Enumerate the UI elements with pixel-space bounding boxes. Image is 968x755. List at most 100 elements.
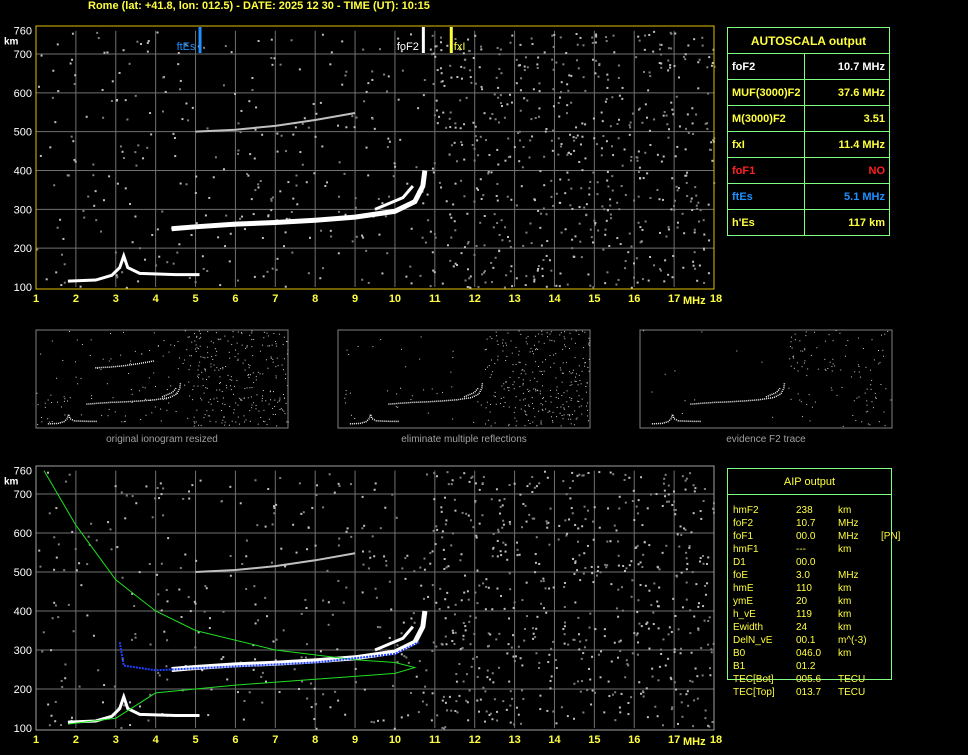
noise-point bbox=[179, 567, 182, 570]
y-tick-label: 600 bbox=[14, 528, 32, 540]
noise-point bbox=[488, 153, 491, 156]
noise-point bbox=[606, 171, 609, 174]
noise-point bbox=[397, 98, 400, 101]
noise-point bbox=[587, 471, 590, 474]
noise-point bbox=[701, 555, 704, 558]
noise-point bbox=[647, 89, 650, 92]
noise-point bbox=[440, 41, 443, 44]
autoscala-label: MUF(3000)F2 bbox=[726, 79, 806, 106]
noise-point bbox=[195, 348, 197, 350]
noise-point bbox=[508, 406, 510, 408]
noise-point bbox=[261, 701, 264, 704]
noise-point bbox=[617, 656, 620, 659]
noise-point bbox=[337, 699, 340, 702]
noise-point bbox=[406, 182, 409, 185]
noise-point bbox=[436, 393, 438, 395]
noise-point bbox=[422, 94, 425, 97]
noise-point bbox=[498, 499, 501, 502]
noise-point bbox=[263, 420, 265, 422]
noise-point bbox=[262, 373, 264, 375]
noise-point bbox=[296, 203, 299, 206]
noise-point bbox=[535, 390, 537, 392]
noise-point bbox=[191, 341, 193, 343]
noise-point bbox=[67, 603, 70, 606]
noise-point bbox=[148, 350, 150, 352]
noise-point bbox=[350, 535, 353, 538]
noise-point bbox=[433, 498, 436, 501]
noise-point bbox=[298, 688, 301, 691]
noise-point bbox=[453, 643, 456, 646]
noise-point bbox=[540, 244, 543, 247]
noise-point bbox=[120, 491, 123, 494]
noise-point bbox=[129, 701, 132, 704]
noise-point bbox=[522, 698, 525, 701]
noise-point bbox=[583, 552, 586, 555]
noise-point bbox=[401, 348, 403, 350]
noise-point bbox=[194, 646, 197, 649]
noise-point bbox=[442, 548, 445, 551]
noise-point bbox=[189, 365, 191, 367]
noise-point bbox=[128, 373, 130, 375]
noise-point bbox=[587, 415, 589, 417]
noise-point bbox=[226, 678, 229, 681]
noise-point bbox=[436, 69, 439, 72]
noise-point bbox=[494, 396, 496, 398]
noise-point bbox=[341, 40, 344, 43]
noise-point bbox=[100, 368, 102, 370]
noise-point bbox=[326, 181, 329, 184]
noise-point bbox=[512, 364, 514, 366]
noise-point bbox=[207, 356, 209, 358]
plot-frame bbox=[35, 25, 715, 290]
noise-point bbox=[567, 418, 569, 420]
noise-point bbox=[685, 174, 688, 177]
noise-point bbox=[648, 71, 651, 74]
noise-point bbox=[542, 398, 544, 400]
noise-point bbox=[69, 62, 72, 65]
noise-point bbox=[699, 510, 702, 513]
noise-point bbox=[522, 382, 524, 384]
noise-point bbox=[418, 660, 421, 663]
noise-point bbox=[309, 682, 312, 685]
noise-point bbox=[695, 583, 698, 586]
noise-point bbox=[597, 229, 600, 232]
noise-point bbox=[446, 709, 449, 712]
noise-point bbox=[679, 525, 682, 528]
noise-point bbox=[571, 338, 573, 340]
noise-point bbox=[884, 333, 886, 335]
noise-point bbox=[658, 198, 661, 201]
noise-point bbox=[245, 587, 248, 590]
noise-point bbox=[80, 584, 83, 587]
noise-point bbox=[298, 68, 301, 71]
noise-point bbox=[54, 604, 57, 607]
noise-point bbox=[107, 415, 109, 417]
noise-point bbox=[697, 605, 700, 608]
noise-point bbox=[670, 101, 673, 104]
noise-point bbox=[882, 349, 884, 351]
noise-point bbox=[636, 281, 639, 284]
noise-point bbox=[275, 343, 277, 345]
noise-point bbox=[270, 197, 273, 200]
noise-point bbox=[453, 498, 456, 501]
noise-point bbox=[496, 555, 499, 558]
noise-point bbox=[640, 240, 643, 243]
noise-point bbox=[229, 357, 231, 359]
noise-point bbox=[224, 421, 226, 423]
noise-point bbox=[146, 50, 149, 53]
noise-point bbox=[231, 420, 233, 422]
noise-point bbox=[583, 347, 585, 349]
noise-point bbox=[589, 612, 592, 615]
noise-point bbox=[440, 36, 443, 39]
noise-point bbox=[638, 622, 641, 625]
noise-point bbox=[587, 420, 589, 422]
noise-point bbox=[350, 414, 352, 416]
noise-point bbox=[254, 622, 257, 625]
noise-point bbox=[378, 48, 381, 51]
noise-point bbox=[193, 385, 195, 387]
noise-point bbox=[193, 416, 195, 418]
noise-point bbox=[512, 606, 515, 609]
noise-point bbox=[126, 118, 129, 121]
noise-point bbox=[231, 343, 233, 345]
noise-point bbox=[222, 368, 224, 370]
noise-point bbox=[234, 92, 237, 95]
noise-point bbox=[464, 629, 467, 632]
